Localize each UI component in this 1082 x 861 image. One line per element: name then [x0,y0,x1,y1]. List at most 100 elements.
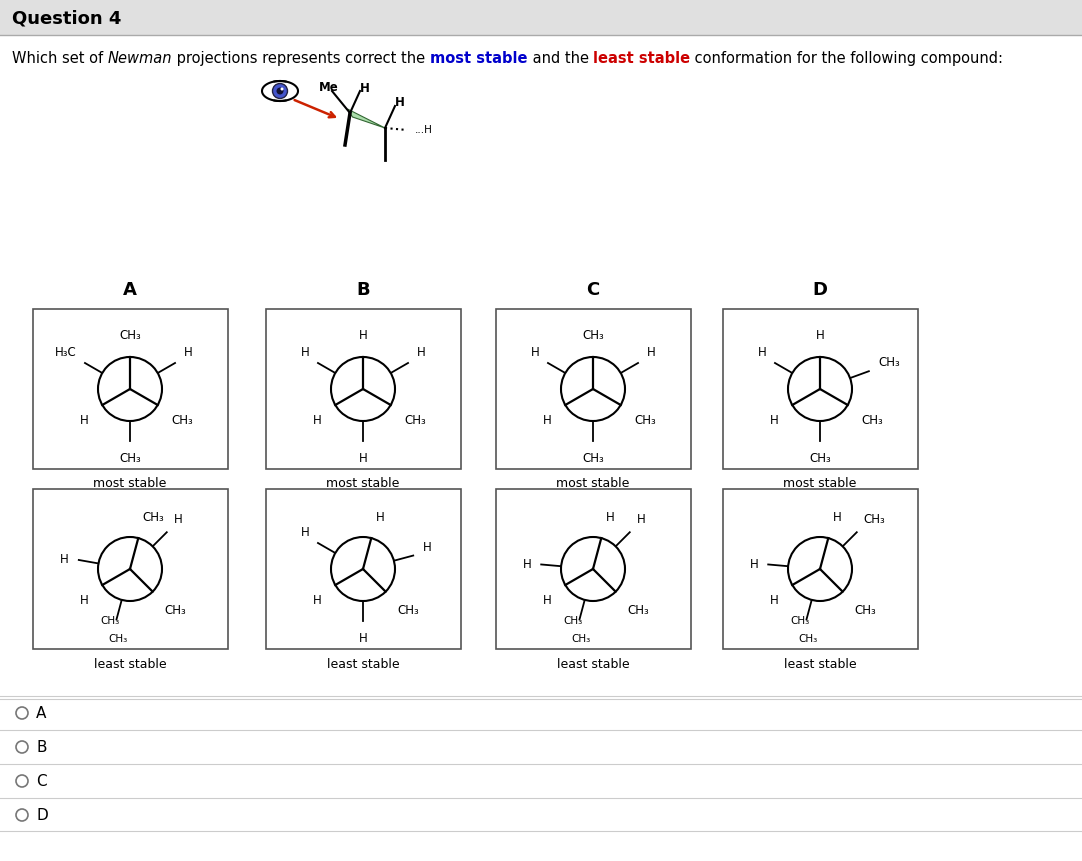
Circle shape [98,357,162,422]
Text: H: H [61,552,69,565]
Text: Newman: Newman [108,51,172,65]
Text: H: H [417,345,425,358]
Text: H₃C: H₃C [54,345,77,358]
Text: CH₃: CH₃ [626,604,649,616]
Text: CH₃: CH₃ [405,413,426,426]
Text: least stable: least stable [783,657,856,670]
Text: A: A [36,706,47,721]
Text: and the: and the [528,51,593,65]
Text: most stable: most stable [93,477,167,490]
Text: projections represents correct the: projections represents correct the [172,51,430,65]
Text: Which set of: Which set of [12,51,108,65]
Circle shape [98,537,162,601]
Text: H: H [647,345,656,358]
Bar [32,489,228,649]
Text: Question 4: Question 4 [12,9,121,27]
Text: most stable: most stable [430,51,528,65]
Text: H: H [313,413,321,426]
Text: H: H [769,413,778,426]
Bar [496,489,691,649]
Text: H: H [530,345,539,358]
Text: CH₃: CH₃ [863,512,885,525]
Text: H: H [423,541,432,554]
Circle shape [280,89,283,91]
Bar [723,489,918,649]
Text: A: A [123,281,137,299]
Text: H: H [832,510,841,523]
Text: H: H [358,451,368,464]
Text: ...H: ...H [415,125,433,135]
Bar [0,0,1082,36]
Text: CH₃: CH₃ [799,633,818,643]
Polygon shape [347,110,385,129]
Bar [496,310,691,469]
Text: C: C [586,281,599,299]
Text: CH₃: CH₃ [172,413,194,426]
Text: most stable: most stable [783,477,857,490]
Text: H: H [816,329,824,342]
Text: H: H [637,512,646,525]
Text: H: H [358,329,368,342]
Text: H: H [360,82,370,95]
Text: H: H [301,525,309,538]
Bar [32,310,228,469]
Text: H: H [606,510,615,523]
Text: H: H [395,96,405,109]
Text: CH₃: CH₃ [108,633,128,643]
Bar [266,489,461,649]
Circle shape [277,89,283,96]
Bar [723,310,918,469]
Bar [266,310,461,469]
Text: H: H [769,593,778,606]
Text: H: H [80,593,89,606]
Text: CH₃: CH₃ [143,510,164,523]
Text: most stable: most stable [556,477,630,490]
Text: H: H [757,345,766,358]
Text: CH₃: CH₃ [164,604,186,616]
Text: H: H [543,593,552,606]
Text: H: H [543,413,552,426]
Text: least stable: least stable [556,657,630,670]
Text: CH₃: CH₃ [790,615,809,625]
Text: least stable: least stable [593,51,690,65]
Text: B: B [356,281,370,299]
Text: CH₃: CH₃ [582,451,604,464]
Text: B: B [36,740,47,754]
Text: H: H [313,593,321,606]
Circle shape [331,537,395,601]
Text: H: H [523,557,531,571]
Circle shape [331,357,395,422]
Text: Me: Me [319,80,339,93]
Text: CH₃: CH₃ [119,451,141,464]
Circle shape [560,537,625,601]
Text: D: D [36,808,48,822]
Text: least stable: least stable [94,657,167,670]
Text: CH₃: CH₃ [571,633,591,643]
Text: H: H [174,512,183,525]
Text: CH₃: CH₃ [119,329,141,342]
Text: most stable: most stable [327,477,399,490]
Text: D: D [813,281,828,299]
Text: conformation for the following compound:: conformation for the following compound: [690,51,1003,65]
Circle shape [560,357,625,422]
Text: H: H [184,345,193,358]
Text: CH₃: CH₃ [879,356,900,369]
Text: CH₃: CH₃ [634,413,657,426]
Text: least stable: least stable [327,657,399,670]
Circle shape [788,357,852,422]
Text: H: H [80,413,89,426]
Circle shape [788,537,852,601]
Text: CH₃: CH₃ [809,451,831,464]
Text: CH₃: CH₃ [854,604,875,616]
Text: H: H [375,510,384,523]
Text: CH₃: CH₃ [861,413,883,426]
Text: H: H [301,345,309,358]
Text: H: H [750,557,758,571]
Text: CH₃: CH₃ [101,615,120,625]
Text: CH₃: CH₃ [582,329,604,342]
Text: CH₃: CH₃ [397,604,419,616]
Text: C: C [36,773,47,789]
Circle shape [273,84,288,99]
Text: H: H [358,631,368,644]
Text: CH₃: CH₃ [564,615,582,625]
